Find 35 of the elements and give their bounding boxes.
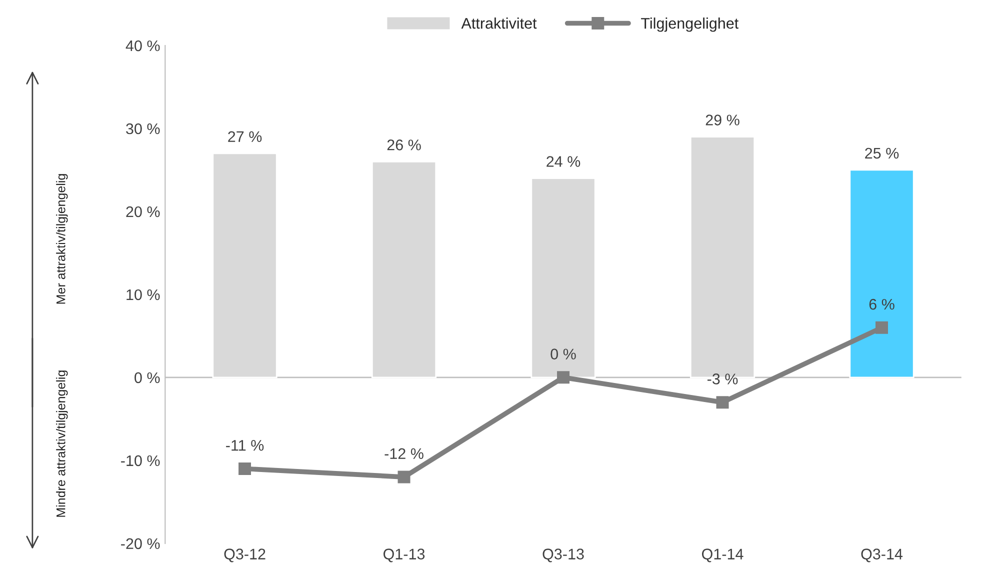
data-label: 26 % [387, 140, 421, 150]
y-tick-label: 20 % [126, 206, 160, 218]
point [716, 396, 729, 409]
x-tick-label: Q3-13 [542, 548, 584, 562]
y-tick-label: -20 % [121, 538, 160, 550]
x-tick-label: Q1-13 [384, 548, 425, 562]
y-tick-label: 40 % [126, 40, 160, 52]
y-tick-label: -10 % [121, 455, 160, 466]
point [557, 371, 570, 384]
y-tick-label: 0 % [134, 372, 160, 384]
y-tick-label: 10 % [126, 289, 160, 300]
data-label: 25 % [865, 148, 899, 159]
bar [849, 169, 914, 378]
point [238, 462, 252, 475]
point [876, 321, 888, 334]
data-label: 29 % [706, 114, 740, 126]
bar [212, 152, 278, 378]
x-tick-label: Q3-12 [224, 548, 266, 562]
data-label: -11 % [226, 440, 264, 451]
legend-label: Attraktivitet [461, 18, 537, 29]
data-label: 6 % [869, 298, 894, 310]
data-label: 24 % [546, 156, 580, 167]
data-label: -12 % [384, 448, 424, 459]
bar [530, 178, 596, 378]
x-tick-label: Q3-14 [861, 548, 903, 562]
point [398, 470, 410, 484]
legend-label: Tilgjengelighet [641, 18, 739, 32]
text: Mindre attraktiv/tilgjengelig [56, 370, 68, 517]
data-label: 27 % [228, 131, 262, 142]
data-label: -3 % [707, 374, 738, 384]
x-tick-label: Q1-14 [702, 548, 744, 562]
y-tick-label: 30 % [126, 123, 160, 134]
data-label: 0 % [550, 348, 576, 360]
text: Mer attraktiv/tilgjengelig [56, 174, 68, 304]
bar [371, 160, 437, 378]
